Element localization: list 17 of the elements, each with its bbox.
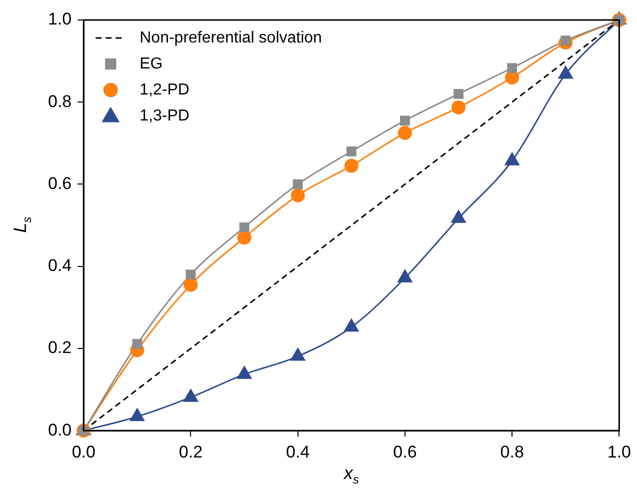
x-axis-title: x$_{s}$ — [344, 462, 359, 486]
y-tick-label: 0.6 — [48, 174, 72, 193]
y-tick-label: 0.8 — [48, 92, 72, 111]
x-tick-label: 0.2 — [178, 442, 203, 462]
y-tick-label: 0.2 — [48, 338, 72, 358]
legend-label: EG — [140, 55, 163, 72]
legend-label: 1,3-PD — [140, 107, 190, 124]
x-tick-label: 0.4 — [286, 442, 310, 462]
x-tick-label: 0.8 — [500, 442, 524, 462]
y-tick-label: 1.0 — [48, 10, 72, 29]
legend-label: 1,2-PD — [140, 81, 190, 98]
y-tick-label: 0.4 — [48, 256, 72, 276]
y-tick-label: 0.0 — [48, 420, 72, 440]
legend-label: Non-preferential solvation — [140, 29, 322, 46]
x-tick-label: 0.0 — [72, 442, 96, 462]
x-tick-label: 1.0 — [607, 442, 632, 462]
x-tick-label: 0.6 — [393, 442, 417, 462]
